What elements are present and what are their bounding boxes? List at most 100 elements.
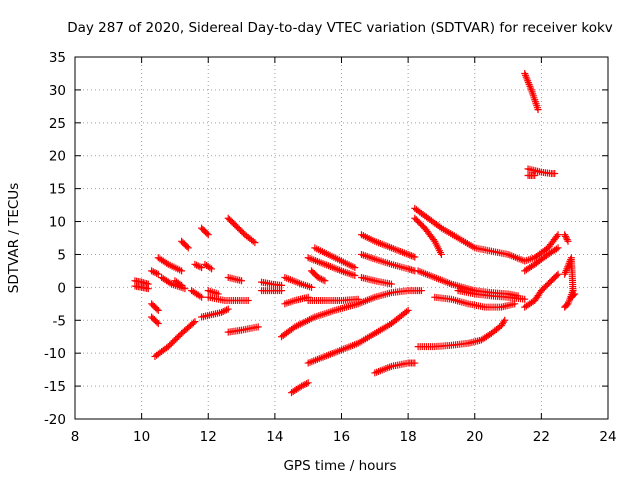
series-trace-28 xyxy=(304,306,412,367)
x-tick-label: 16 xyxy=(333,429,350,445)
point-marker xyxy=(521,295,529,303)
point-marker xyxy=(191,318,199,326)
x-axis-label: GPS time / hours xyxy=(283,458,396,474)
point-marker xyxy=(417,287,425,295)
point-marker xyxy=(298,382,306,390)
point-marker xyxy=(354,295,362,303)
point-marker xyxy=(221,307,229,315)
point-marker xyxy=(224,305,232,313)
point-marker xyxy=(249,237,257,245)
point-marker xyxy=(551,169,559,177)
y-tick-label: 0 xyxy=(57,280,66,296)
point-marker xyxy=(183,243,191,251)
series-trace-31 xyxy=(311,244,359,272)
point-marker xyxy=(154,306,162,314)
point-marker xyxy=(404,306,412,314)
point-marker xyxy=(153,305,161,313)
point-marker xyxy=(303,380,311,388)
series-trace-43 xyxy=(521,270,562,311)
series-trace-15 xyxy=(201,260,216,273)
series-trace-13 xyxy=(198,305,232,321)
point-marker xyxy=(301,380,309,388)
series-trace-45 xyxy=(524,165,559,177)
y-tick-label: 15 xyxy=(49,182,66,198)
point-marker xyxy=(562,232,570,240)
point-marker xyxy=(178,267,186,275)
point-marker xyxy=(154,320,162,328)
y-tick-label: -20 xyxy=(44,412,66,428)
x-tick-label: 24 xyxy=(599,429,616,445)
point-marker xyxy=(411,359,419,367)
series-trace-48 xyxy=(561,254,577,311)
series-trace-2 xyxy=(131,282,152,293)
series-trace-25 xyxy=(278,287,425,341)
point-marker xyxy=(206,264,214,272)
point-marker xyxy=(238,277,246,285)
series-trace-32 xyxy=(357,231,419,261)
series-trace-11 xyxy=(191,260,206,272)
y-tick-label: -10 xyxy=(44,346,66,362)
point-marker xyxy=(552,245,560,253)
point-marker xyxy=(208,265,216,273)
point-marker xyxy=(316,274,324,282)
x-tick-label: 12 xyxy=(200,429,217,445)
point-marker xyxy=(176,280,184,288)
y-tick-label: -15 xyxy=(44,379,66,395)
point-marker xyxy=(193,261,201,269)
series-trace-47 xyxy=(561,231,572,245)
series-trace-6 xyxy=(154,254,186,275)
series-trace-49 xyxy=(567,290,579,301)
point-marker xyxy=(149,268,157,276)
point-marker xyxy=(194,262,202,270)
series-trace-8 xyxy=(151,318,199,360)
series-trace-34 xyxy=(357,273,395,288)
point-marker xyxy=(151,269,159,277)
point-marker xyxy=(184,244,192,252)
point-marker xyxy=(553,272,561,280)
series-trace-41 xyxy=(414,316,509,351)
point-marker xyxy=(437,250,445,258)
point-marker xyxy=(406,251,414,259)
x-tick-label: 14 xyxy=(266,429,283,445)
point-marker xyxy=(319,276,327,284)
y-tick-label: -5 xyxy=(53,313,66,329)
series-trace-20 xyxy=(224,214,259,247)
point-marker xyxy=(411,253,419,261)
point-marker xyxy=(278,287,286,295)
chart-title: Day 287 of 2020, Sidereal Day-to-day VTE… xyxy=(67,20,613,36)
point-marker xyxy=(531,171,539,179)
grid-lines xyxy=(75,57,608,419)
series-trace-29 xyxy=(304,254,359,280)
series-trace-36 xyxy=(411,204,562,265)
point-marker xyxy=(214,290,222,298)
x-tick-label: 18 xyxy=(400,429,417,445)
point-marker xyxy=(144,285,152,293)
point-marker xyxy=(178,281,186,289)
point-marker xyxy=(553,232,561,240)
point-marker xyxy=(198,264,206,272)
point-marker xyxy=(166,279,174,287)
series-trace-4 xyxy=(148,300,162,314)
series-trace-26 xyxy=(304,295,362,305)
y-tick-label: 20 xyxy=(49,149,66,165)
point-marker xyxy=(562,302,570,310)
series-trace-9 xyxy=(171,277,186,289)
point-marker xyxy=(571,290,579,298)
series-trace-22 xyxy=(258,287,286,295)
point-marker xyxy=(436,223,444,231)
series-trace-24 xyxy=(281,293,312,308)
y-tick-label: 25 xyxy=(49,116,66,132)
y-tick-label: 10 xyxy=(49,215,66,231)
point-marker xyxy=(254,323,262,331)
point-marker xyxy=(304,379,312,387)
point-marker xyxy=(501,316,509,324)
series-trace-7 xyxy=(158,273,189,293)
series-trace-35 xyxy=(371,359,419,377)
point-marker xyxy=(561,303,569,311)
point-marker xyxy=(251,239,259,247)
point-marker xyxy=(308,283,316,291)
series-trace-5 xyxy=(148,313,162,328)
series-trace-30 xyxy=(308,267,329,285)
